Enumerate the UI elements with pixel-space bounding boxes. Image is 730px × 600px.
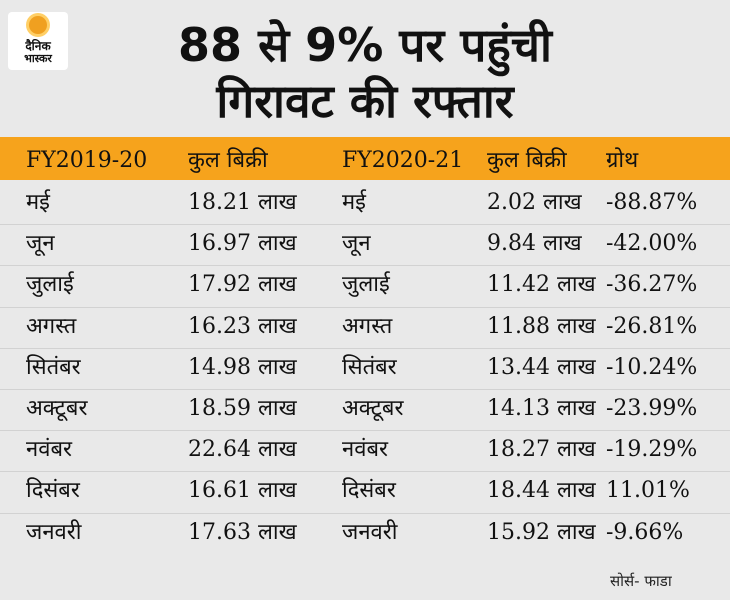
cell-month-2020: अगस्त <box>342 313 393 339</box>
cell-growth: -88.87% <box>606 190 698 215</box>
table-header-bar <box>0 137 730 180</box>
cell-month-2019: सितंबर <box>26 354 81 380</box>
source-note: सोर्स- फाडा <box>610 572 672 590</box>
header-total-sales-2019: कुल बिक्री <box>188 148 268 173</box>
cell-growth: -9.66% <box>606 519 684 545</box>
header-fy2019-20: FY2019-20 <box>26 148 148 173</box>
cell-sales-2019: 17.92 लाख <box>188 272 297 298</box>
cell-sales-2020: 11.88 लाख <box>487 313 596 339</box>
cell-sales-2020: 14.13 लाख <box>487 396 596 421</box>
header-growth: ग्रोथ <box>606 148 639 173</box>
cell-growth: 11.01% <box>606 478 690 504</box>
cell-month-2020: जून <box>342 231 371 257</box>
cell-sales-2019: 18.59 लाख <box>188 396 297 421</box>
row-divider <box>0 265 730 267</box>
row-divider <box>0 389 730 390</box>
row-divider <box>0 224 730 226</box>
cell-month-2020: मई <box>342 190 366 215</box>
cell-month-2020: अक्टूबर <box>342 396 404 421</box>
cell-sales-2020: 2.02 लाख <box>487 190 582 215</box>
cell-month-2019: नवंबर <box>26 437 73 463</box>
cell-sales-2020: 18.44 लाख <box>487 478 596 504</box>
cell-sales-2020: 13.44 लाख <box>487 354 596 380</box>
cell-month-2019: जुलाई <box>26 272 74 298</box>
row-divider <box>0 347 730 349</box>
cell-sales-2019: 16.97 लाख <box>188 231 297 257</box>
header-fy2020-21: FY2020-21 <box>342 148 464 173</box>
row-divider <box>0 512 730 514</box>
cell-month-2019: जून <box>26 231 55 257</box>
cell-month-2019: अक्टूबर <box>26 396 88 421</box>
cell-growth: -42.00% <box>606 231 698 257</box>
cell-sales-2020: 15.92 लाख <box>487 519 596 545</box>
cell-month-2019: जनवरी <box>26 519 82 545</box>
row-divider <box>0 306 730 308</box>
cell-sales-2019: 17.63 लाख <box>188 519 297 545</box>
sun-icon <box>29 16 47 34</box>
cell-month-2020: सितंबर <box>342 354 397 380</box>
cell-sales-2020: 11.42 लाख <box>487 272 596 298</box>
cell-growth: -36.27% <box>606 272 698 298</box>
cell-growth: -26.81% <box>606 313 698 339</box>
cell-sales-2019: 18.21 लाख <box>188 190 297 215</box>
cell-sales-2019: 22.64 लाख <box>188 437 297 463</box>
row-divider <box>0 430 730 432</box>
cell-month-2020: जुलाई <box>342 272 390 298</box>
title-line1: 88 से 9% पर पहुंची <box>178 18 552 72</box>
row-divider <box>0 471 730 473</box>
header-total-sales-2020: कुल बिक्री <box>487 148 567 173</box>
cell-month-2020: जनवरी <box>342 519 398 545</box>
cell-month-2019: अगस्त <box>26 313 77 339</box>
cell-month-2020: दिसंबर <box>342 478 396 504</box>
cell-growth: -23.99% <box>606 396 698 421</box>
title-line2: गिरावट की रफ्तार <box>216 74 514 128</box>
dainik-bhaskar-logo: दैनिक भास्कर <box>8 12 68 70</box>
cell-sales-2020: 18.27 लाख <box>487 437 596 463</box>
logo-line2: भास्कर <box>24 52 52 65</box>
cell-month-2019: मई <box>26 190 50 215</box>
cell-growth: -19.29% <box>606 437 698 463</box>
cell-month-2019: दिसंबर <box>26 478 80 504</box>
cell-month-2020: नवंबर <box>342 437 389 463</box>
cell-sales-2019: 14.98 लाख <box>188 354 297 380</box>
logo-line1: दैनिक <box>25 39 51 53</box>
cell-sales-2019: 16.61 लाख <box>188 478 297 504</box>
cell-sales-2019: 16.23 लाख <box>188 313 297 339</box>
cell-sales-2020: 9.84 लाख <box>487 231 582 257</box>
cell-growth: -10.24% <box>606 354 698 380</box>
